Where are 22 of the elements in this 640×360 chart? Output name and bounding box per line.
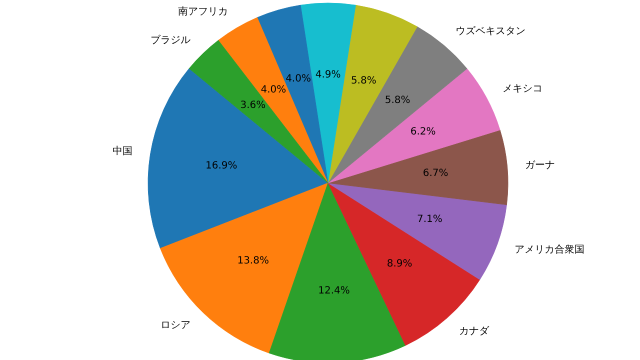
slice-label: 中国 (112, 145, 132, 158)
slice-label: アメリカ合衆国 (514, 243, 584, 256)
data-label: 6.7% (422, 168, 448, 179)
data-label: 12.4% (318, 285, 350, 296)
data-label: 16.9% (205, 160, 238, 172)
slice-label: 南アフリカ (178, 6, 228, 18)
data-label: 4.0% (260, 84, 286, 96)
data-label: 8.9% (386, 258, 412, 270)
slice-label: カナダ (459, 324, 490, 337)
slice-label: ガーナ (525, 160, 556, 171)
data-label: 7.1% (416, 214, 442, 225)
data-label: 4.9% (315, 70, 341, 80)
data-label: 5.8% (350, 76, 376, 87)
data-label: 5.8% (384, 94, 410, 106)
slice-label: ロシア (160, 320, 191, 332)
slice-label: ウズベキスタン (456, 25, 526, 38)
data-label: 6.2% (410, 126, 436, 138)
data-label: 13.8% (237, 255, 269, 266)
slice-label: ブラジル (150, 34, 190, 46)
slice-label: メキシコ (502, 84, 542, 95)
data-label: 3.6% (240, 100, 266, 111)
data-label: 4.0% (286, 74, 311, 85)
